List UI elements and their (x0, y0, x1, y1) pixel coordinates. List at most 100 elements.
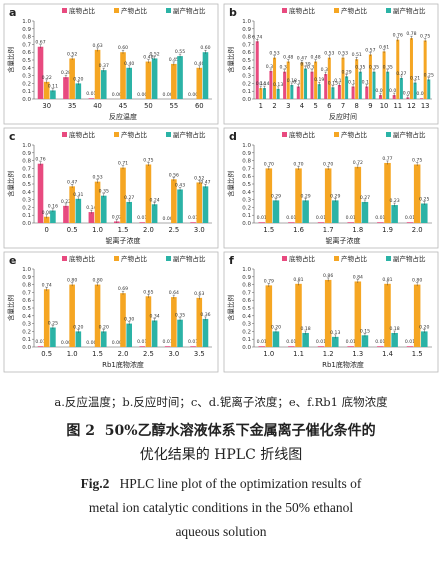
bar (63, 205, 69, 223)
y-tick-label: 0.3 (242, 198, 251, 204)
bar (286, 61, 290, 99)
data-label: 0.22 (42, 75, 52, 81)
data-label: 0.25 (424, 73, 434, 79)
y-tick-label: 0.2 (242, 205, 251, 211)
bar (145, 296, 152, 347)
data-label: 0.84 (353, 274, 363, 280)
bar (391, 332, 398, 347)
x-tick-label: 0 (45, 226, 49, 234)
y-tick-label: 0.1 (242, 213, 251, 219)
data-label: 0.00 (61, 340, 71, 346)
data-label: 0.70 (323, 161, 333, 167)
bar (361, 201, 369, 223)
bar (126, 67, 132, 99)
legend-label: 产物占比 (121, 6, 148, 15)
bar (421, 203, 428, 223)
bar (37, 346, 44, 347)
bar (75, 83, 82, 99)
data-label: 0.24 (150, 197, 160, 203)
data-label: 0.52 (194, 175, 204, 181)
bar (37, 163, 44, 223)
y-tick-label: 0.9 (242, 275, 251, 281)
legend-label: 副产物占比 (393, 130, 426, 139)
bar (276, 88, 280, 99)
data-label: 0.01 (188, 215, 198, 221)
bar (43, 216, 50, 223)
x-tick-label: 1.8 (352, 226, 363, 234)
bar (164, 346, 171, 347)
data-label: 0.47 (297, 55, 307, 61)
bar (190, 222, 196, 223)
bar (283, 71, 287, 99)
y-tick-label: 0.0 (22, 345, 31, 351)
data-label: 0.81 (382, 277, 392, 283)
chart-panel-e: e 底物占比 产物占比 副产物占比0.00.10.20.30.40.50.60.70.… (3, 251, 219, 373)
y-tick-label: 0.5 (22, 306, 31, 312)
y-tick-label: 0.2 (242, 329, 251, 335)
data-label: 0.05 (375, 88, 385, 94)
bar (406, 222, 414, 223)
bar (378, 95, 382, 99)
data-label: 0.02 (403, 90, 413, 96)
bar (202, 186, 209, 223)
x-tick-label: 2.5 (143, 350, 154, 358)
data-label: 0.35 (99, 189, 109, 195)
y-tick-label: 0.6 (242, 50, 251, 56)
legend-label: 副产物占比 (173, 130, 206, 139)
y-tick-label: 0.2 (22, 81, 31, 87)
data-label: 0.47 (67, 179, 77, 185)
data-label: 0.80 (92, 278, 102, 284)
panel-border (223, 251, 439, 373)
x-tick-label: 1.2 (323, 350, 334, 358)
bar (413, 284, 421, 347)
data-label: 0.39 (300, 62, 310, 68)
bar (88, 98, 95, 99)
bar (94, 181, 101, 223)
data-label: 0.01 (137, 215, 147, 221)
bar (100, 195, 107, 223)
bar (372, 71, 376, 99)
legend-swatch (114, 256, 119, 261)
data-label: 0.14 (86, 205, 96, 211)
x-tick-label: 6 (327, 102, 331, 110)
data-label: 0.53 (338, 51, 348, 57)
bar (391, 205, 398, 223)
bar (420, 98, 424, 99)
data-label: 0.01 (286, 339, 296, 345)
data-label: 0.40 (124, 61, 134, 67)
data-label: 0.30 (124, 317, 134, 323)
data-label: 0.21 (410, 76, 420, 82)
x-tick-label: 50 (144, 102, 153, 110)
bar (327, 57, 331, 99)
y-tick-label: 0.7 (22, 42, 31, 48)
figure-title-cn-label: 图 2 (66, 423, 96, 439)
legend-label: 底物占比 (289, 6, 316, 15)
data-label: 0.75 (420, 34, 430, 40)
figure-title-cn-line2: 优化结果的 HPLC 折线图 (139, 447, 303, 463)
panel-label: e (9, 254, 16, 267)
bar (341, 57, 345, 99)
data-label: 0.18 (334, 78, 344, 84)
y-axis-title: 含量比例 (6, 47, 15, 73)
legend-label: 底物占比 (69, 130, 96, 139)
bar (324, 168, 332, 223)
data-label: 0.01 (86, 91, 96, 97)
x-tick-label: 1.0 (67, 350, 78, 358)
x-tick-label: 0.5 (41, 350, 52, 358)
y-tick-label: 1.0 (22, 19, 31, 25)
bar (337, 84, 341, 99)
legend-label: 底物占比 (69, 6, 96, 15)
data-label: 0.32 (321, 67, 331, 73)
legend-label: 产物占比 (341, 130, 368, 139)
panel-label: c (9, 130, 16, 143)
data-label: 0.56 (169, 172, 179, 178)
data-label: 0.67 (35, 40, 45, 46)
bar (177, 56, 183, 99)
y-tick-label: 0.3 (242, 322, 251, 328)
bar (190, 346, 196, 347)
y-tick-label: 0.4 (22, 190, 31, 196)
data-label: 0.18 (287, 78, 297, 84)
bar (413, 82, 417, 99)
data-label: 0.70 (264, 161, 274, 167)
data-label: 0.47 (200, 179, 210, 185)
